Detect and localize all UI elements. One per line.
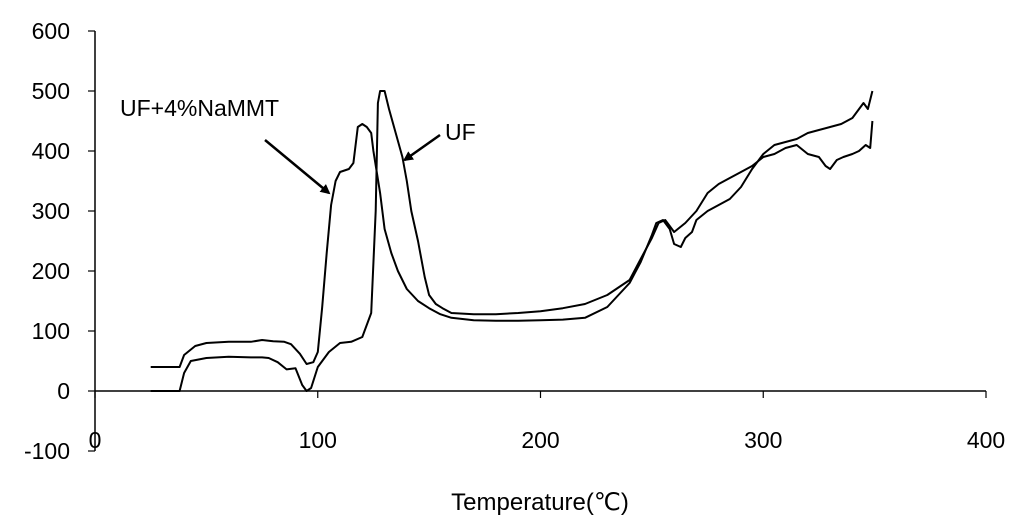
annotation-label: UF+4%NaMMT xyxy=(120,95,279,121)
y-tick-label: 0 xyxy=(57,378,70,404)
x-tick-label: 300 xyxy=(744,427,782,453)
y-tick-label: 600 xyxy=(32,18,70,44)
axes xyxy=(94,31,986,451)
x-tick-label: 0 xyxy=(89,427,102,453)
annotation-layer: UF+4%NaMMT UF xyxy=(120,95,476,195)
y-tick-label: 500 xyxy=(32,78,70,104)
annotation-arrow xyxy=(264,139,331,195)
y-ticks: -100 0 100 200 300 400 500 600 xyxy=(24,18,95,464)
y-tick-label: 200 xyxy=(32,258,70,284)
annotation-label: UF xyxy=(445,119,476,145)
x-ticks: 0 100 200 300 400 xyxy=(89,391,1005,453)
x-tick-label: 200 xyxy=(521,427,559,453)
x-tick-label: 400 xyxy=(967,427,1005,453)
series-layer xyxy=(150,90,874,392)
x-tick-label: 100 xyxy=(299,427,337,453)
y-tick-label: -100 xyxy=(24,438,70,464)
y-tick-label: 400 xyxy=(32,138,70,164)
y-tick-label: 300 xyxy=(32,198,70,224)
x-axis-title: Temperature(℃) xyxy=(451,489,629,516)
annotation-arrow xyxy=(402,133,441,162)
series-line-1 xyxy=(150,90,874,368)
y-tick-label: 100 xyxy=(32,318,70,344)
series-line-2 xyxy=(150,90,874,392)
